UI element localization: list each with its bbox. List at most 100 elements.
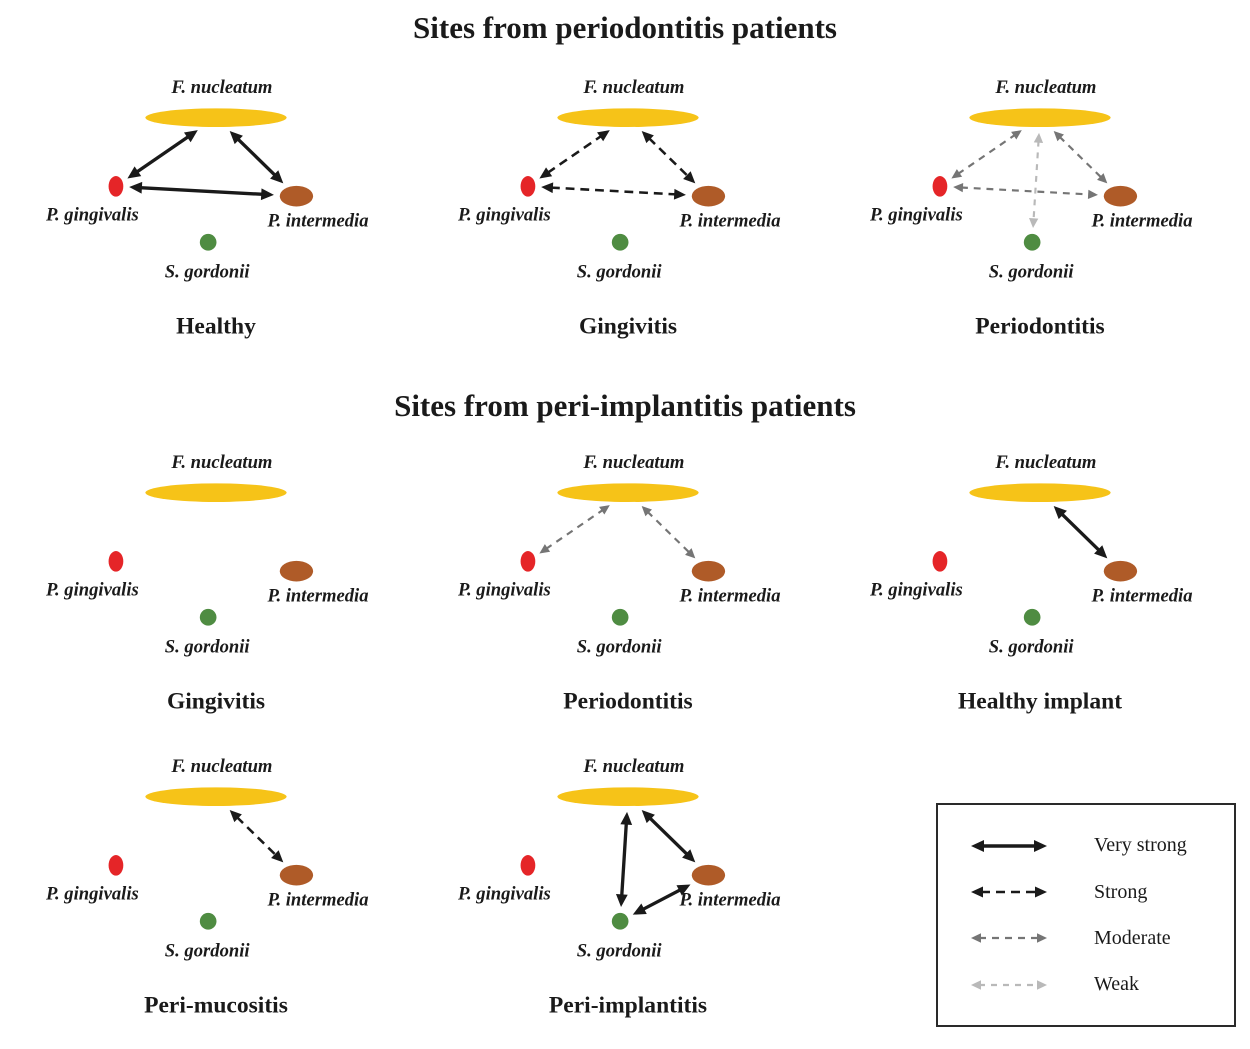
legend-label-weak: Weak [1094, 973, 1140, 996]
panel-canvas-peri-implantitis: F. nucleatum P. gingivalis P. intermedia S.… [457, 756, 781, 1018]
s-gordonii-node [611, 609, 629, 626]
f-nucleatum-node [557, 107, 699, 127]
panel-periodontitis-implant: F. nucleatum P. gingivalis P. intermedia S.… [422, 433, 834, 725]
edge-p_gingivalis-f_nucleatum-moderate [951, 129, 1022, 179]
arrowhead [620, 812, 633, 826]
arrowhead [541, 181, 554, 193]
edge-line [641, 888, 682, 912]
p-intermedia-node [1103, 185, 1138, 207]
p-gingivalis-label: P. gingivalis [869, 580, 963, 601]
edge-f_nucleatum-p_intermedia-moderate [641, 506, 696, 559]
arrowhead [641, 130, 654, 143]
legend-arrow-moderate [971, 933, 1047, 944]
s-gordonii-label: S. gordonii [577, 941, 663, 962]
p-gingivalis-node [932, 175, 948, 197]
s-gordonii-label: S. gordonii [577, 637, 663, 658]
panel-gingivitis: F. nucleatum P. gingivalis P. intermedia S.… [422, 58, 834, 350]
legend: Very strong Strong Moderate Weak [936, 803, 1236, 1028]
legend-label-strong: Strong [1094, 880, 1148, 903]
s-gordonii-label: S. gordonii [989, 261, 1075, 282]
arrowhead [953, 182, 964, 192]
weak-arrow-icon [968, 974, 1050, 996]
f-nucleatum-node [557, 483, 699, 503]
legend-row-moderate: Moderate [938, 927, 1234, 950]
p-intermedia-label: P. intermedia [678, 586, 780, 607]
edge-line [957, 133, 1016, 175]
edge-line [135, 134, 190, 174]
arrowhead [632, 903, 647, 915]
f-nucleatum-node [557, 787, 699, 807]
s-gordonii-node [199, 913, 217, 930]
arrowhead [270, 169, 284, 183]
s-gordonii-node [199, 233, 217, 251]
edge-f_nucleatum-p_intermedia-very_strong [229, 130, 284, 183]
edge-p_gingivalis-f_nucleatum-strong [539, 129, 610, 179]
arrowhead [682, 849, 696, 863]
edge-line [545, 508, 604, 551]
arrowhead [676, 884, 691, 896]
arrowhead [229, 130, 243, 144]
p-gingivalis-label: P. gingivalis [45, 884, 139, 905]
panel-title-peri-mucositis: Peri-mucositis [144, 993, 288, 1019]
edge-p_gingivalis-p_intermedia-strong [541, 181, 686, 200]
s-gordonii-label: S. gordonii [165, 261, 251, 282]
arrowhead [229, 810, 242, 823]
edge-f_nucleatum-p_intermedia-very_strong [641, 810, 696, 863]
p-gingivalis-node [108, 551, 124, 572]
panel-title-healthy-implant: Healthy implant [958, 689, 1122, 715]
arrowhead [539, 544, 551, 554]
s-gordonii-node [611, 913, 629, 930]
edge-line [647, 136, 690, 178]
s-gordonii-label: S. gordonii [989, 637, 1075, 658]
edge-line [1060, 512, 1101, 553]
p-intermedia-label: P. intermedia [1090, 586, 1192, 607]
section-title-peri-implantitis-patients: Sites from peri-implantitis patients [394, 387, 856, 423]
arrowhead [685, 548, 696, 559]
legend-arrow-canvas-strong [971, 886, 1047, 898]
arrowhead [1087, 189, 1098, 199]
moderate-arrow-icon [968, 927, 1050, 949]
panel-periodontitis: F. nucleatum P. gingivalis P. intermedia S.… [834, 58, 1246, 350]
edge-p_gingivalis-p_intermedia-very_strong [129, 181, 274, 200]
edge-line [646, 511, 691, 554]
arrowhead [971, 979, 981, 990]
edge-f_nucleatum-p_intermedia-very_strong [1053, 506, 1108, 559]
s-gordonii-label: S. gordonii [165, 941, 251, 962]
arrowhead [1033, 132, 1044, 143]
edge-f_nucleatum-p_intermedia-strong [229, 810, 284, 863]
legend-arrow-canvas-moderate [971, 933, 1047, 944]
arrowhead [683, 170, 696, 183]
arrowhead [641, 810, 655, 824]
edge-line [235, 816, 278, 857]
panel-peri-mucositis: F. nucleatum P. gingivalis P. intermedia S.… [10, 737, 422, 1029]
edge-line [1058, 135, 1103, 179]
p-intermedia-label: P. intermedia [678, 210, 780, 231]
panel-title-gingivitis: Gingivitis [579, 313, 677, 339]
edge-line [960, 186, 1091, 196]
p-gingivalis-node [108, 175, 124, 197]
p-intermedia-node [1103, 561, 1138, 582]
arrowhead [1094, 545, 1108, 559]
arrowhead [615, 894, 628, 908]
arrowhead [971, 839, 984, 852]
panel-canvas-healthy-implant: F. nucleatum P. gingivalis P. intermedia S.… [869, 452, 1193, 715]
edge-f_nucleatum-p_intermedia-moderate [1053, 130, 1108, 183]
legend-arrow-strong [971, 886, 1047, 898]
p-gingivalis-label: P. gingivalis [457, 580, 551, 601]
panel-healthy-implant: F. nucleatum P. gingivalis P. intermedia S.… [834, 433, 1246, 725]
panel-title-gingivitis-implant: Gingivitis [167, 689, 265, 715]
edge-line [139, 185, 264, 196]
panel-canvas-gingivitis: F. nucleatum P. gingivalis P. intermedia S.… [457, 77, 781, 339]
panel-canvas-gingivitis-implant: F. nucleatum P. gingivalis P. intermedia S.… [45, 452, 369, 715]
panel-healthy: F. nucleatum P. gingivalis P. intermedia S.… [10, 58, 422, 350]
panel-peri-implantitis: F. nucleatum P. gingivalis P. intermedia S.… [422, 737, 834, 1029]
legend-cell: Very strong Strong Moderate Weak [834, 737, 1240, 1029]
panel-canvas-periodontitis: F. nucleatum P. gingivalis P. intermedia S.… [869, 77, 1193, 339]
panel-gingivitis-implant: F. nucleatum P. gingivalis P. intermedia S.… [10, 433, 422, 725]
p-gingivalis-node [520, 551, 536, 572]
edge-p_intermedia-s_gordonii-very_strong [632, 884, 691, 915]
strong-arrow-icon [968, 881, 1050, 903]
s-gordonii-node [199, 609, 217, 626]
s-gordonii-label: S. gordonii [577, 261, 663, 282]
p-gingivalis-node [520, 175, 536, 197]
